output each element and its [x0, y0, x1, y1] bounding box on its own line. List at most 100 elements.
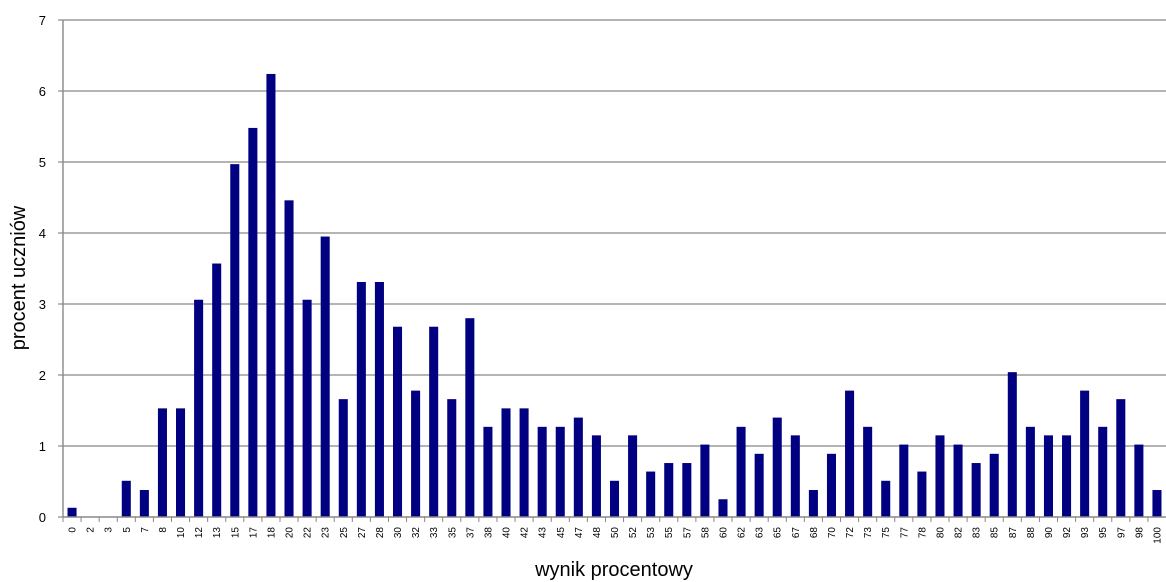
- x-tick-label: 72: [845, 527, 856, 539]
- y-tick-label: 3: [39, 297, 46, 312]
- axes: [62, 20, 1166, 518]
- x-tick-label: 45: [556, 527, 567, 539]
- bar: [935, 435, 945, 517]
- x-tick-label: 98: [1134, 527, 1145, 539]
- bar: [139, 490, 149, 517]
- x-tick-label: 10: [176, 527, 187, 539]
- bar: [826, 453, 837, 517]
- x-tick-label: 73: [863, 527, 874, 539]
- bar: [555, 426, 565, 517]
- bar: [121, 480, 131, 517]
- bar: [157, 408, 167, 517]
- y-tick-label: 7: [39, 13, 46, 28]
- bar: [465, 318, 475, 517]
- bar: [302, 299, 312, 517]
- x-tick-label: 13: [212, 527, 223, 539]
- x-tick-label: 52: [628, 527, 639, 539]
- y-tick-label: 2: [39, 368, 46, 383]
- bar: [194, 299, 204, 517]
- x-tick-label: 53: [646, 527, 657, 539]
- x-tick-label: 92: [1062, 527, 1073, 539]
- x-tick-label: 80: [935, 527, 946, 539]
- bar: [230, 164, 240, 517]
- bar: [953, 444, 963, 517]
- x-tick-label: 82: [954, 527, 965, 539]
- y-tick-label: 4: [39, 226, 46, 241]
- x-tick-label: 40: [502, 527, 513, 539]
- x-tick-label: 8: [158, 527, 169, 533]
- bar: [682, 463, 692, 517]
- x-tick-label: 23: [321, 527, 332, 539]
- x-tick-label: 47: [574, 527, 585, 539]
- x-tick-label: 88: [1026, 527, 1037, 539]
- bar: [845, 390, 855, 517]
- x-tick-label: 68: [809, 527, 820, 539]
- x-tick-label: 18: [266, 527, 277, 539]
- bar: [374, 281, 384, 517]
- x-tick-label: 90: [1044, 527, 1055, 539]
- bar: [609, 480, 620, 517]
- x-tick-label: 20: [285, 527, 296, 539]
- bar: [1152, 490, 1162, 517]
- bar: [628, 435, 638, 517]
- bar: [917, 471, 927, 517]
- x-tick-label: 95: [1098, 527, 1109, 539]
- bar: [989, 453, 999, 517]
- x-tick-label: 70: [827, 527, 838, 539]
- x-tick-label: 28: [375, 527, 386, 539]
- y-axis-label: procent uczniów: [8, 205, 30, 350]
- bar: [664, 463, 674, 517]
- bar: [591, 435, 601, 517]
- x-tick-label: 12: [194, 527, 205, 539]
- x-tick-label: 0: [68, 527, 79, 533]
- bar: [1080, 390, 1090, 517]
- x-tick-label: 85: [990, 527, 1001, 539]
- y-tick-label: 1: [39, 439, 46, 454]
- x-tick-label: 87: [1008, 527, 1019, 539]
- bar: [1007, 372, 1017, 517]
- x-tick-label: 75: [881, 527, 892, 539]
- bar: [392, 326, 403, 517]
- x-tick-label: 67: [791, 527, 802, 539]
- x-tick-label: 15: [230, 527, 241, 539]
- bar: [537, 426, 547, 517]
- bar: [1025, 426, 1035, 517]
- bar: [284, 200, 294, 517]
- y-tick-label: 5: [39, 155, 46, 170]
- x-tick-label: 42: [520, 527, 531, 539]
- x-tick-label: 38: [483, 527, 494, 539]
- x-tick-label: 25: [339, 527, 350, 539]
- x-tick-label: 17: [248, 527, 259, 539]
- x-tick-label: 43: [538, 527, 549, 539]
- x-tick-label: 60: [718, 527, 729, 539]
- x-tick-label: 77: [899, 527, 910, 539]
- bar: [754, 453, 764, 517]
- x-tick-label: 100: [1152, 527, 1163, 544]
- bar: [646, 471, 656, 517]
- x-tick-label: 32: [411, 527, 422, 539]
- x-tick-label: 7: [140, 527, 151, 533]
- x-tick-label: 55: [664, 527, 675, 539]
- bar: [1062, 435, 1072, 517]
- x-tick-label: 50: [610, 527, 621, 539]
- bar: [320, 236, 330, 518]
- bar: [447, 399, 457, 517]
- bar: [338, 399, 348, 517]
- bar: [1134, 444, 1144, 517]
- bar: [573, 417, 583, 517]
- bar: [411, 390, 421, 517]
- bar: [736, 426, 746, 517]
- bars: [67, 73, 1162, 518]
- bar: [899, 444, 909, 517]
- x-tick-label: 63: [755, 527, 766, 539]
- bar: [881, 480, 891, 517]
- y-tick-label: 6: [39, 84, 46, 99]
- x-tick-label: 48: [592, 527, 603, 539]
- x-tick-label: 5: [122, 527, 133, 533]
- bar: [1043, 435, 1053, 517]
- x-tick-label: 58: [700, 527, 711, 539]
- y-tick-labels: 0 1 2 3 4 5 6 7: [39, 13, 46, 525]
- x-tick-label: 27: [357, 527, 368, 539]
- x-tick-label: 83: [972, 527, 983, 539]
